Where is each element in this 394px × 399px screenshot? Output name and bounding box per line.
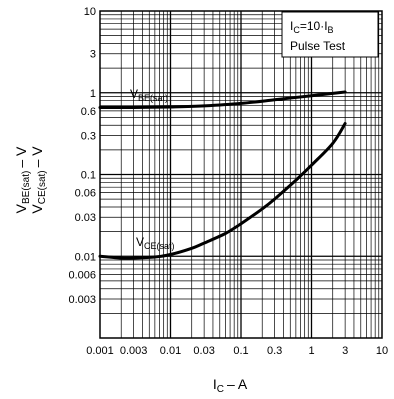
vbe-sat-curve	[98, 90, 347, 110]
x-tick-label: 1	[308, 345, 314, 357]
y-axis-label-vce: VCE(sat)– V	[29, 146, 48, 214]
x-tick-label: 10	[376, 345, 388, 357]
x-tick-label: 0.003	[120, 345, 148, 357]
y-tick-label: 10	[84, 6, 96, 18]
vce-sat-curve	[98, 122, 347, 260]
y-tick-label: 0.1	[81, 170, 96, 182]
x-tick-label: 3	[342, 345, 348, 357]
y-tick-labels: 10 3 1 0.6 0.3 0.1 0.06 0.03 0.01 0.006 0.003	[68, 6, 96, 306]
annotation-pulse-test: Pulse Test	[290, 39, 346, 53]
grid	[99, 10, 383, 339]
test-condition-annotation: IC=10·IB Pulse Test	[281, 11, 379, 58]
y-tick-label: 0.01	[75, 251, 96, 263]
x-tick-label: 0.001	[86, 345, 114, 357]
y-tick-label: 3	[90, 49, 96, 61]
y-tick-label: 0.006	[68, 269, 96, 281]
y-tick-label: 0.003	[68, 294, 96, 306]
annotation-condition: IC=10·IB	[290, 19, 334, 35]
y-tick-label: 0.03	[75, 212, 96, 224]
y-tick-label: 0.3	[81, 130, 96, 142]
x-tick-labels: 0.001 0.003 0.01 0.03 0.1 0.3 1 3 10	[86, 345, 388, 357]
x-tick-label: 0.01	[160, 345, 181, 357]
y-tick-label: 0.6	[81, 106, 96, 118]
y-axis-label-vbe: VBE(sat)– V	[13, 146, 32, 213]
vce-sat-curve-label: VCE(sat)	[136, 235, 175, 251]
x-tick-label: 0.03	[193, 345, 214, 357]
y-tick-label: 1	[90, 88, 96, 100]
y-tick-label: 0.06	[75, 188, 96, 200]
vbe-sat-curve-label: VBE(sat)	[130, 87, 168, 103]
x-tick-label: 0.3	[267, 345, 282, 357]
x-tick-label: 0.1	[233, 345, 248, 357]
series-lines	[98, 90, 347, 260]
x-axis-label: IC – A	[213, 376, 248, 395]
